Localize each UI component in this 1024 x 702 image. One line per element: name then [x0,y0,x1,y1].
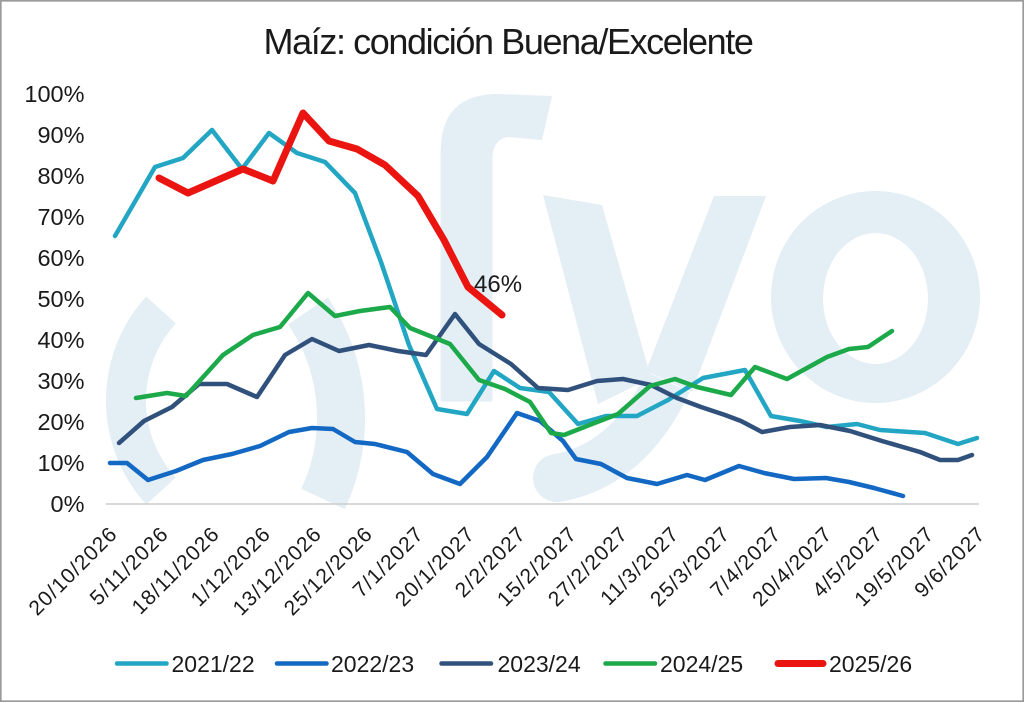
svg-text:60%: 60% [37,245,84,271]
svg-text:70%: 70% [37,204,84,230]
svg-text:2024/25: 2024/25 [660,651,743,677]
svg-text:2025/26: 2025/26 [829,651,912,677]
svg-text:46%: 46% [474,271,522,298]
svg-text:80%: 80% [37,163,84,189]
svg-text:40%: 40% [37,327,84,353]
svg-text:2022/23: 2022/23 [331,651,414,677]
svg-text:2021/22: 2021/22 [172,651,255,677]
svg-text:50%: 50% [37,286,84,312]
svg-text:10%: 10% [37,450,84,476]
svg-text:30%: 30% [37,368,84,394]
svg-text:90%: 90% [37,122,84,148]
svg-text:0%: 0% [51,491,85,517]
svg-text:2023/24: 2023/24 [498,651,581,677]
svg-text:Maíz: condición Buena/Excelent: Maíz: condición Buena/Excelente [264,21,753,62]
svg-text:20%: 20% [37,409,84,435]
svg-text:100%: 100% [24,81,84,107]
